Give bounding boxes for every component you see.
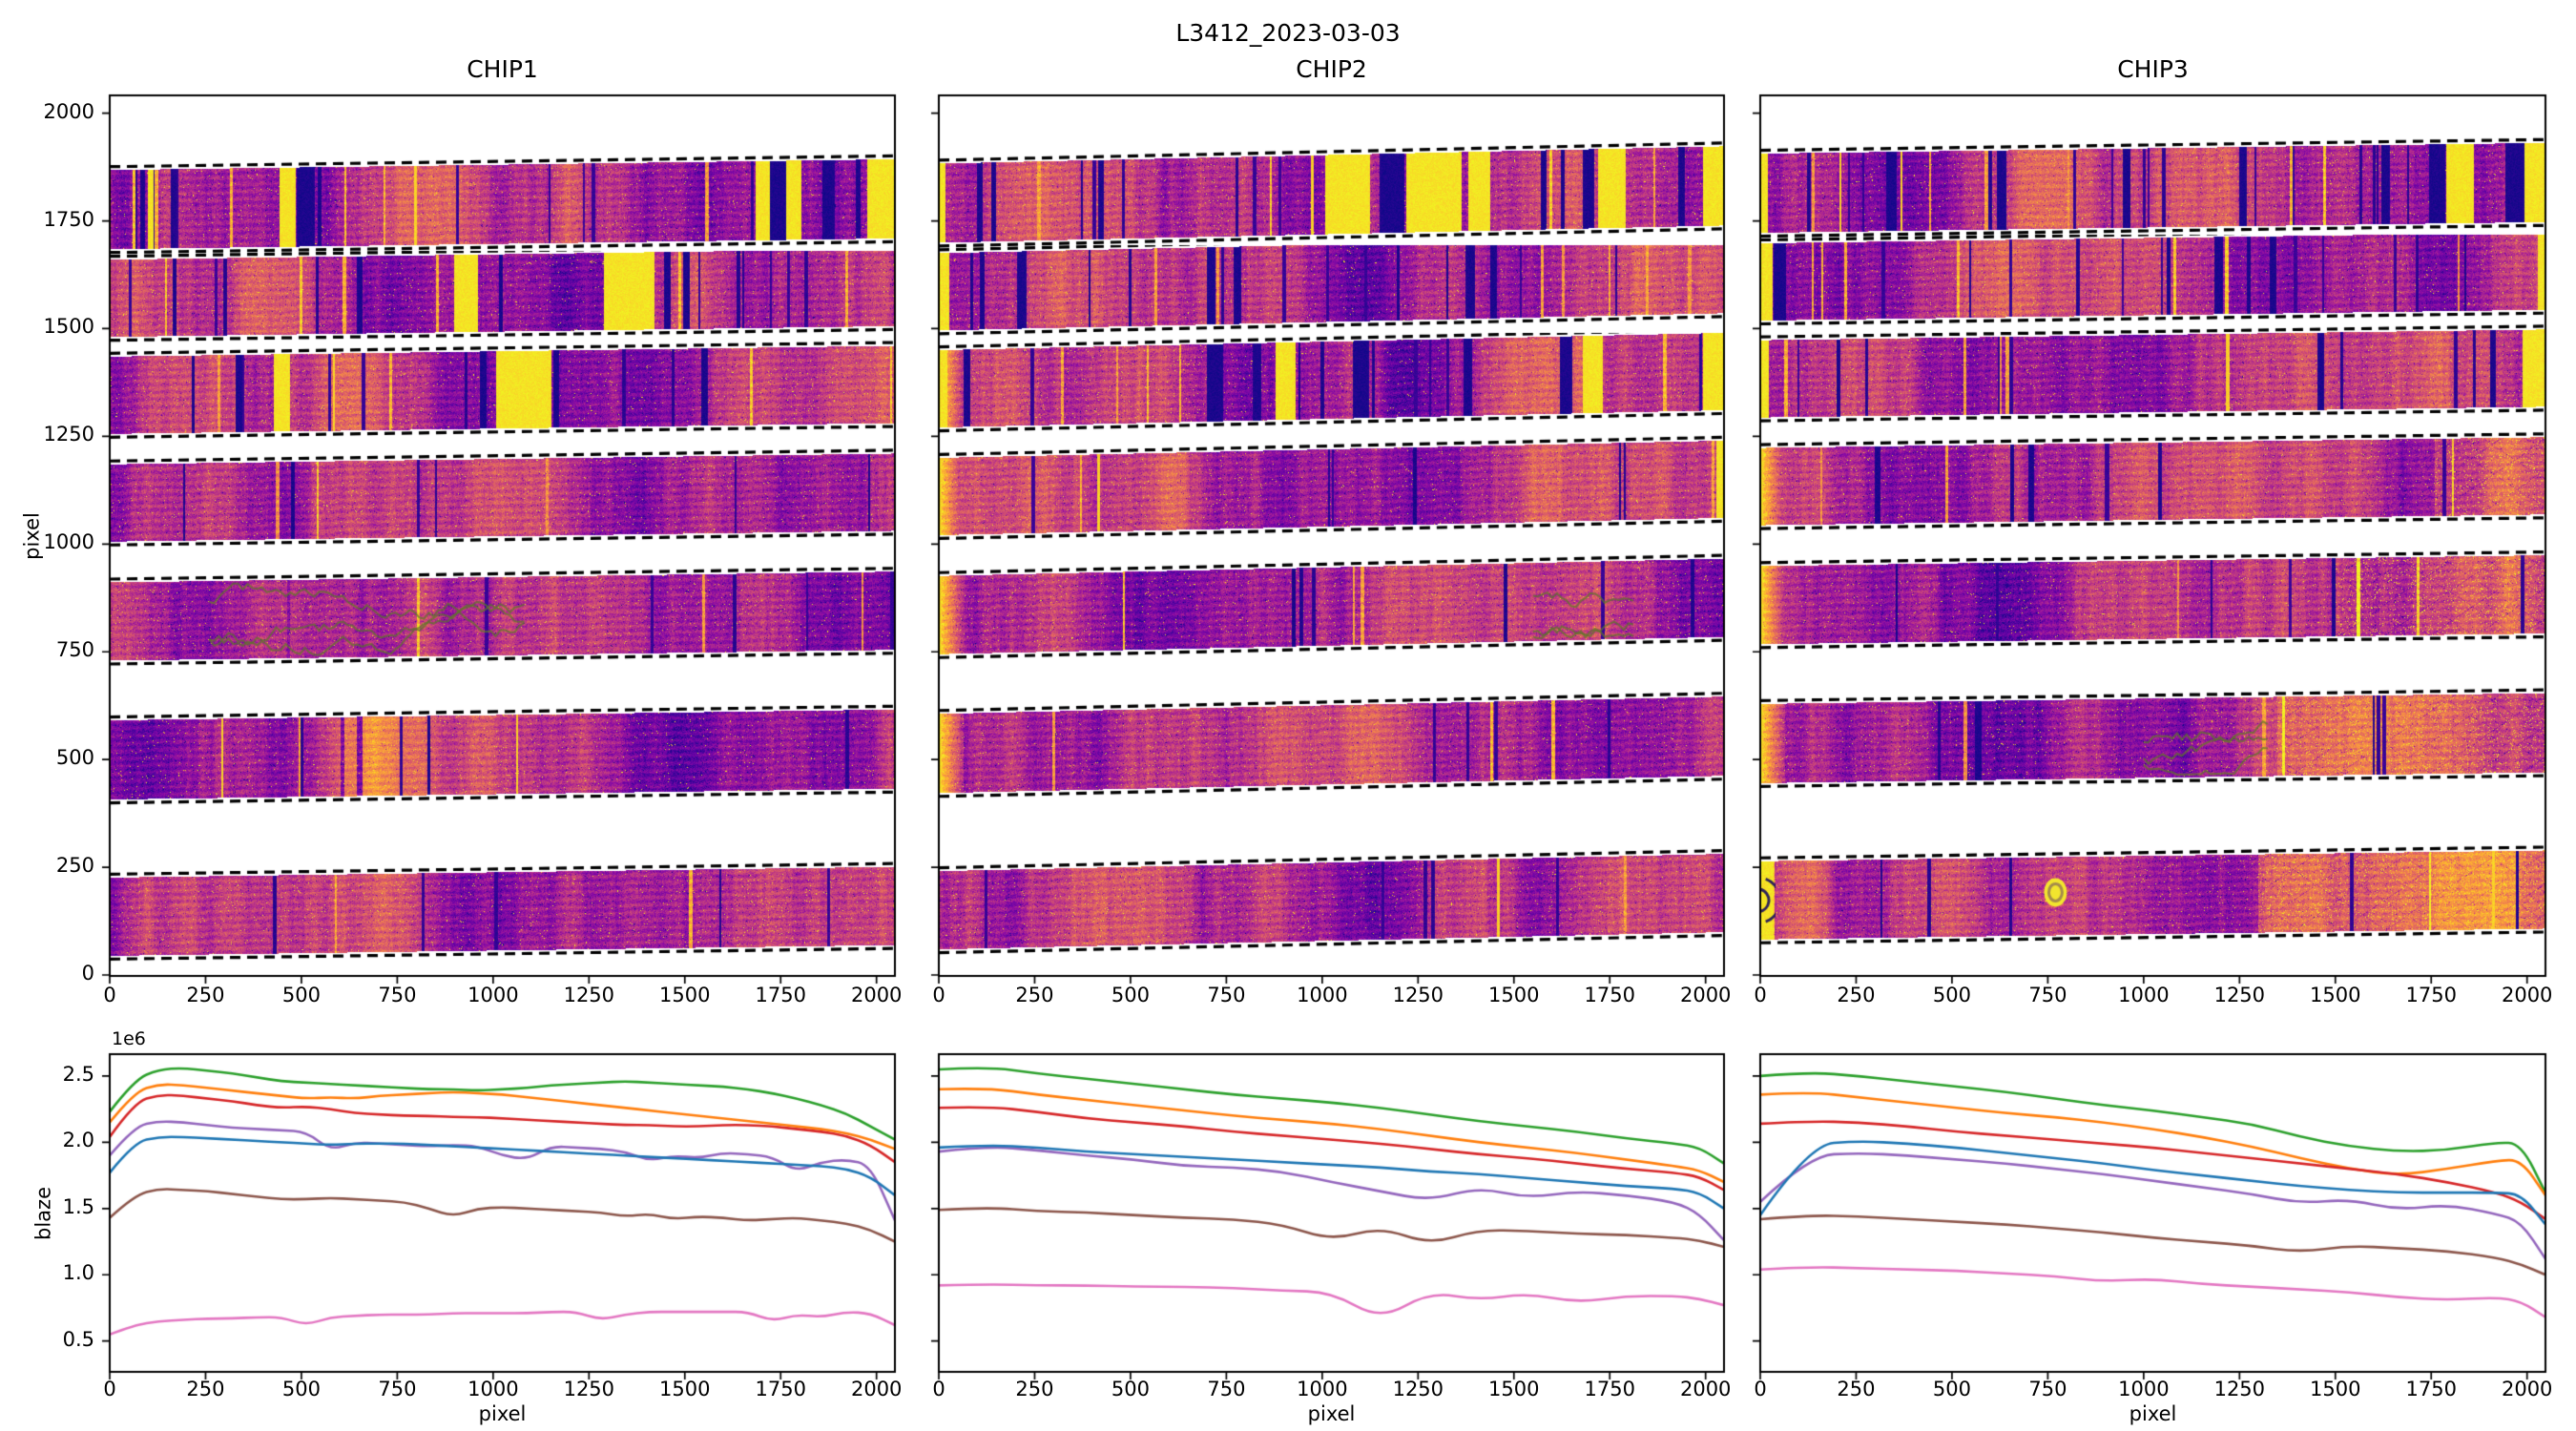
top-x-tick-label: 500 — [1111, 984, 1150, 1006]
bottom-x-tick-label: 1250 — [1392, 1378, 1444, 1400]
bottom-x-tick-label: 0 — [1754, 1378, 1767, 1400]
top-x-tick-label: 2000 — [2501, 984, 2553, 1006]
top-x-tick-label: 2000 — [1679, 984, 1732, 1006]
top-x-tick-label: 1000 — [467, 984, 519, 1006]
bottom-x-tick-label: 1500 — [2310, 1378, 2361, 1400]
bottom-x-tick-label: 500 — [1932, 1378, 1971, 1400]
top-x-tick-label: 1750 — [1584, 984, 1635, 1006]
bottom-x-tick-label: 0 — [103, 1378, 116, 1400]
top-x-tick-label: 250 — [1837, 984, 1876, 1006]
top-x-tick-label: 500 — [281, 984, 321, 1006]
bottom-x-tick-label: 1500 — [1488, 1378, 1540, 1400]
bottom-x-tick-label: 1000 — [1297, 1378, 1348, 1400]
top-x-tick-label: 250 — [186, 984, 225, 1006]
chip3-title: CHIP3 — [2117, 55, 2189, 83]
top-x-tick-label: 1500 — [2310, 984, 2361, 1006]
top-x-tick-label: 0 — [1754, 984, 1767, 1006]
bottom-y-tick-label: 1.5 — [62, 1194, 94, 1218]
top-x-tick-label: 1250 — [2213, 984, 2266, 1006]
top-x-tick-label: 1250 — [1392, 984, 1444, 1006]
top-y-tick-label: 1250 — [43, 423, 94, 446]
top-x-tick-label: 0 — [103, 984, 116, 1006]
bottom-x-tick-label: 2000 — [850, 1378, 903, 1400]
top-x-tick-label: 1000 — [1297, 984, 1348, 1006]
top-x-tick-label: 1000 — [2118, 984, 2170, 1006]
top-x-tick-label: 1500 — [1488, 984, 1540, 1006]
top-x-tick-label: 0 — [932, 984, 945, 1006]
top-y-tick-label: 250 — [55, 854, 94, 878]
chip1-title: CHIP1 — [467, 55, 538, 83]
top-y-tick-label: 2000 — [43, 99, 94, 123]
chip2-xlabel: pixel — [1307, 1402, 1356, 1425]
top-x-tick-label: 750 — [1207, 984, 1246, 1006]
bottom-x-tick-label: 250 — [1837, 1378, 1876, 1400]
bottom-x-tick-label: 500 — [281, 1378, 321, 1400]
bottom-y-tick-label: 0.5 — [62, 1327, 94, 1351]
bottom-x-tick-label: 0 — [932, 1378, 945, 1400]
chip1-xlabel: pixel — [478, 1402, 527, 1425]
top-y-tick-label: 750 — [55, 638, 94, 662]
bottom-x-tick-label: 2000 — [2501, 1378, 2553, 1400]
chip2-order-image-panel — [924, 80, 1739, 991]
top-x-tick-label: 1500 — [659, 984, 711, 1006]
figure-title: L3412_2023-03-03 — [1175, 19, 1401, 47]
bottom-x-tick-label: 1500 — [659, 1378, 711, 1400]
chip3-blaze-plot — [1745, 1039, 2561, 1387]
chip1-order-image-panel — [94, 80, 910, 991]
bottom-x-tick-label: 1750 — [1584, 1378, 1635, 1400]
top-x-tick-label: 750 — [378, 984, 417, 1006]
bottom-y-tick-label: 1.0 — [62, 1261, 94, 1285]
bottom-x-tick-label: 1250 — [2213, 1378, 2266, 1400]
top-y-tick-label: 1500 — [43, 315, 94, 339]
bottom-x-tick-label: 2000 — [1679, 1378, 1732, 1400]
top-x-tick-label: 1750 — [755, 984, 806, 1006]
chip2-title: CHIP2 — [1296, 55, 1367, 83]
top-x-tick-label: 1250 — [563, 984, 615, 1006]
top-y-tick-label: 1750 — [43, 207, 94, 231]
chip1-blaze-plot — [94, 1039, 910, 1387]
bottom-x-tick-label: 1000 — [2118, 1378, 2170, 1400]
top-x-tick-label: 1750 — [2405, 984, 2457, 1006]
bottom-x-tick-label: 750 — [378, 1378, 417, 1400]
top-x-tick-label: 500 — [1932, 984, 1971, 1006]
bottom-y-tick-label: 2.0 — [62, 1129, 94, 1152]
bottom-x-tick-label: 250 — [1015, 1378, 1054, 1400]
top-x-tick-label: 250 — [1015, 984, 1054, 1006]
chip2-blaze-plot — [924, 1039, 1739, 1387]
bottom-x-tick-label: 750 — [2028, 1378, 2067, 1400]
bottom-x-tick-label: 1250 — [563, 1378, 615, 1400]
top-y-tick-label: 500 — [55, 746, 94, 770]
y-offset-label: 1e6 — [112, 1028, 146, 1049]
bottom-x-tick-label: 1750 — [755, 1378, 806, 1400]
top-x-tick-label: 2000 — [850, 984, 903, 1006]
bottom-x-tick-label: 1750 — [2405, 1378, 2457, 1400]
top-y-tick-label: 1000 — [43, 530, 94, 554]
bottom-y-tick-label: 2.5 — [62, 1062, 94, 1086]
top-x-tick-label: 750 — [2028, 984, 2067, 1006]
bottom-x-tick-label: 500 — [1111, 1378, 1150, 1400]
bottom-x-tick-label: 1000 — [467, 1378, 519, 1400]
bottom-x-tick-label: 750 — [1207, 1378, 1246, 1400]
bottom-x-tick-label: 250 — [186, 1378, 225, 1400]
chip3-xlabel: pixel — [2129, 1402, 2177, 1425]
chip3-order-image-panel — [1745, 80, 2561, 991]
top-y-tick-label: 0 — [81, 962, 94, 985]
